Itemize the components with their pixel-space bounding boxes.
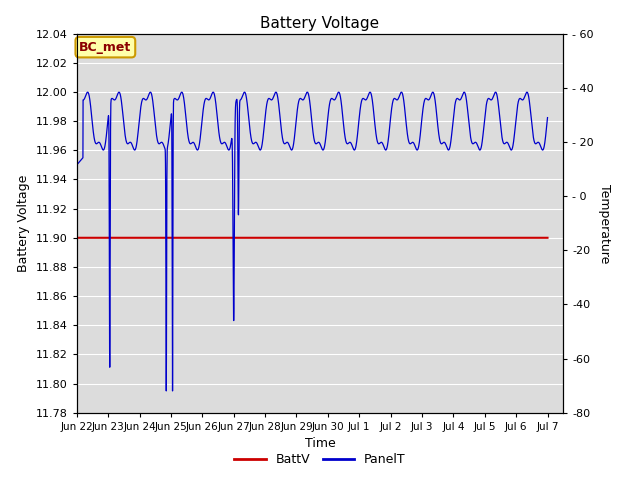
Y-axis label: Battery Voltage: Battery Voltage	[17, 175, 30, 272]
Title: Battery Voltage: Battery Voltage	[260, 16, 380, 31]
X-axis label: Time: Time	[305, 437, 335, 450]
Y-axis label: Temperature: Temperature	[598, 183, 611, 263]
Text: BC_met: BC_met	[79, 41, 131, 54]
Legend: BattV, PanelT: BattV, PanelT	[229, 448, 411, 471]
